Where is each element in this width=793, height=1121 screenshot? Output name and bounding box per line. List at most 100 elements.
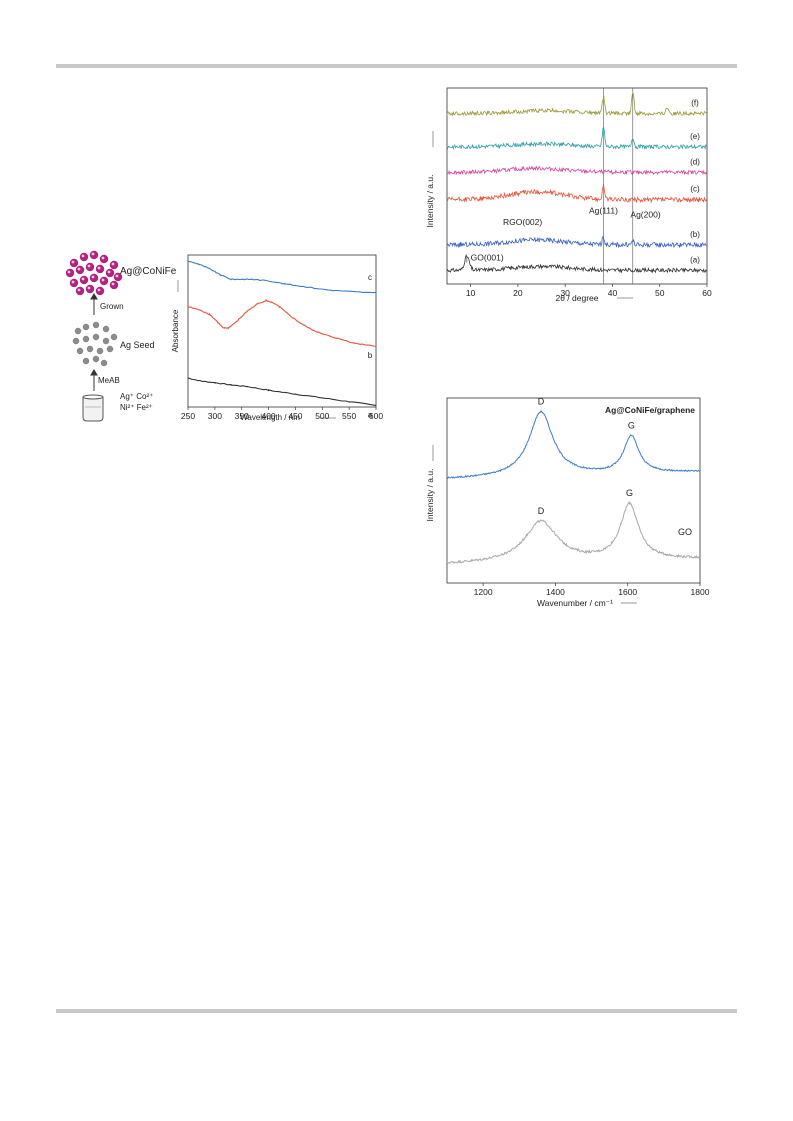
trace-label: (f) (691, 98, 699, 107)
ag-core (77, 267, 81, 271)
ag-conife-particle (79, 275, 89, 285)
xrd-trace-b (446, 235, 707, 249)
x-tick-label: 450 (288, 411, 302, 421)
ag-core (115, 274, 119, 278)
x-tick-label: 250 (181, 411, 195, 421)
xrd-trace-f (446, 91, 707, 117)
peak-label-D: D (538, 397, 545, 407)
trace-label: (e) (690, 132, 700, 141)
peak-annotation: GO(001) (471, 252, 504, 262)
raman-trace-1 (446, 500, 701, 564)
grown-label: Grown (100, 302, 124, 311)
ag-seed-particle (82, 335, 90, 343)
seed-label: Ag Seed (120, 340, 155, 350)
ag-conife-particle (75, 265, 85, 275)
x-tick-label: 1600 (618, 587, 637, 597)
product-label: Ag@CoNiFe (120, 266, 177, 277)
series-line-b (187, 298, 377, 348)
ag-conife-particle (109, 280, 119, 290)
ag-seed-particle (100, 359, 108, 367)
ag-seed-particle (92, 355, 100, 363)
x-axis-label: Wavenumber / cm⁻¹ (537, 598, 613, 608)
ag-conife-particle (85, 284, 95, 294)
ag-conife-particle (89, 250, 99, 260)
xrd-chart: 10 20 30 40 50 60 2θ / degree Intensity / a.u. (… (425, 87, 712, 303)
y-axis-label: Intensity / a.u. (425, 469, 435, 522)
ag-conife-nanoparticles (65, 250, 123, 296)
peak-label-G: G (628, 420, 635, 430)
xrd-trace-a (446, 253, 707, 274)
series-label-c: c (368, 273, 372, 282)
ag-conife-particle (75, 286, 85, 296)
ag-conife-particle (95, 286, 105, 296)
ag-core (87, 264, 91, 268)
series-label-a: a (368, 410, 373, 419)
x-tick-label: 350 (235, 411, 249, 421)
plot-frame (446, 87, 708, 285)
meab-arrow (90, 369, 98, 391)
ag-seed-particles (72, 321, 118, 367)
ag-core (101, 278, 105, 282)
ag-seed-particle (110, 333, 118, 341)
ag-seed-particle (92, 333, 100, 341)
ag-core (67, 270, 71, 274)
x-tick-label: 20 (513, 288, 523, 298)
peak-label-G: G (626, 488, 633, 498)
ag-seed-particle (102, 337, 110, 345)
x-tick-label: 550 (342, 411, 356, 421)
series-label-b: b (368, 351, 373, 360)
x-tick-label: 600 (369, 411, 383, 421)
ag-core (87, 286, 91, 290)
x-tick-label: 1800 (691, 587, 710, 597)
y-axis-label: Absorbance (171, 309, 180, 352)
x-tick-label: 400 (261, 411, 275, 421)
y-axis-label: Intensity / a.u. (425, 175, 435, 228)
x-tick-label: 500 (315, 411, 329, 421)
x-tick-label: 300 (208, 411, 222, 421)
peak-annotation: Ag(111) (589, 205, 618, 215)
x-tick-label: 10 (466, 288, 476, 298)
ag-core (111, 282, 115, 286)
reductant-label: MeAB (98, 376, 120, 385)
ag-seed-particle (86, 345, 94, 353)
ions-line-2: Ni²⁺ Fe²⁺ (120, 403, 153, 412)
ag-conife-particle (99, 254, 109, 264)
beaker-icon (82, 394, 104, 422)
trace-label: (d) (690, 157, 700, 166)
ag-core (91, 275, 95, 279)
ag-core (71, 280, 75, 284)
ag-core (107, 270, 111, 274)
header-rule (56, 64, 737, 68)
raman-trace-0 (446, 409, 701, 479)
x-tick-label: 50 (655, 288, 665, 298)
synthesis-scheme (65, 250, 123, 422)
ag-conife-particle (85, 262, 95, 272)
series-label-go: GO (678, 527, 692, 537)
trace-label: (b) (690, 230, 700, 239)
ag-seed-particle (76, 347, 84, 355)
ag-seed-particle (82, 357, 90, 365)
ag-core (81, 277, 85, 281)
ag-core (111, 262, 115, 266)
xrd-trace-e (446, 126, 707, 151)
peak-label-D: D (538, 506, 545, 516)
ag-core (71, 260, 75, 264)
ag-core (91, 252, 95, 256)
ag-conife-particle (69, 258, 79, 268)
ag-seed-particle (74, 327, 82, 335)
raman-chart: 1200 1400 1600 1800 Wavenumber / cm⁻¹ Intensi… (425, 397, 710, 608)
ag-core (77, 288, 81, 292)
plot-frame (446, 397, 701, 584)
ag-conife-particle (113, 272, 123, 282)
ag-seed-particle (82, 323, 90, 331)
trace-label: (c) (690, 185, 700, 194)
footer-rule (56, 1009, 737, 1013)
ag-conife-particle (99, 276, 109, 286)
series-line-a (187, 377, 377, 406)
ag-conife-particle (95, 264, 105, 274)
x-tick-label: 30 (560, 288, 570, 298)
ag-seed-particle (72, 337, 80, 345)
ag-conife-particle (105, 268, 115, 278)
xrd-trace-c (446, 183, 707, 204)
peak-annotation: RGO(002) (503, 217, 542, 227)
